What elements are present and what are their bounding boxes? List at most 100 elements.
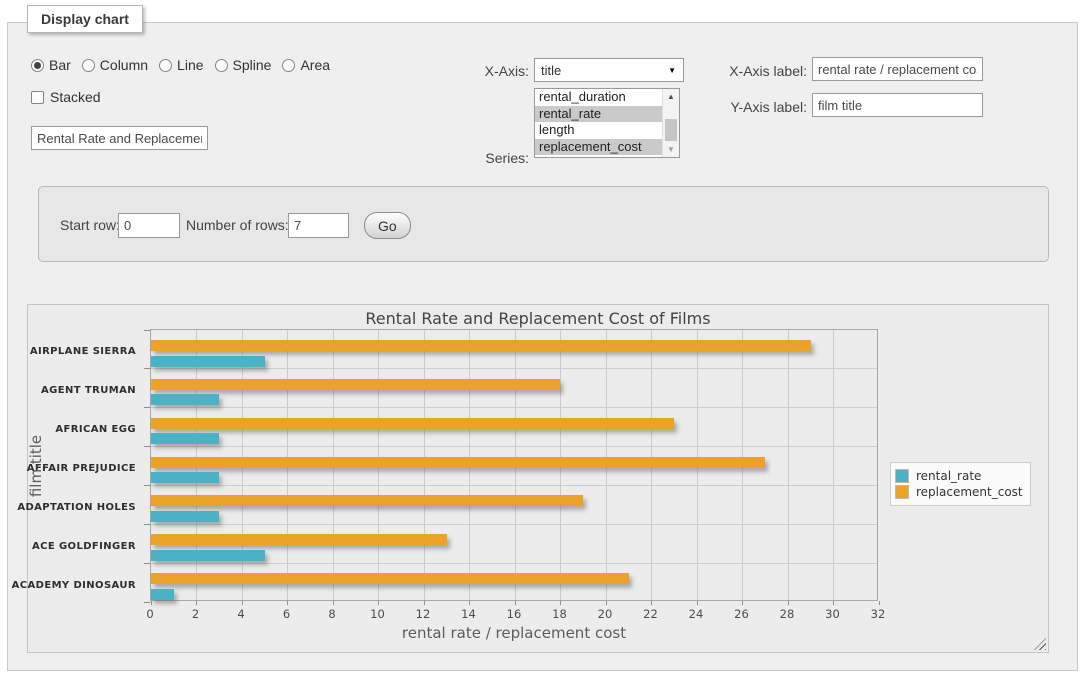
y-tick-mark [144, 329, 150, 331]
start-row-label: Start row: [60, 217, 120, 233]
x-tick-mark [560, 601, 561, 605]
go-button[interactable]: Go [364, 212, 411, 239]
gridline-horizontal [151, 407, 877, 409]
legend-label: rental_rate [916, 469, 982, 483]
chart-type-radio-area[interactable]: Area [282, 57, 330, 73]
gridline-horizontal [151, 523, 877, 525]
x-tick-label: 30 [825, 607, 840, 621]
x-tick-mark [878, 601, 880, 605]
radio-button-icon[interactable] [81, 58, 95, 72]
y-tick-mark [144, 407, 150, 409]
bar-rental_rate [151, 588, 174, 600]
x-tick-mark [833, 601, 834, 605]
x-tick-mark [514, 601, 516, 605]
bar-replacement_cost [151, 340, 811, 351]
chart-title-input[interactable] [31, 126, 208, 150]
number-of-rows-input[interactable] [288, 213, 349, 238]
bar-rental_rate [151, 355, 265, 367]
gridline-vertical [833, 330, 834, 600]
legend-swatch-icon [895, 485, 909, 499]
radio-label: Area [300, 57, 331, 73]
x-tick-mark [196, 601, 197, 605]
resize-handle-icon[interactable] [1034, 638, 1046, 650]
chart-type-radio-line[interactable]: Line [159, 57, 204, 73]
select-dropdown-arrow-icon: ▼ [668, 66, 676, 75]
series-option-replacement_cost[interactable]: replacement_cost [535, 138, 664, 155]
x-tick-mark [787, 601, 789, 605]
radio-button-icon[interactable] [159, 58, 173, 72]
category-label: ACADEMY DINOSAUR [11, 579, 136, 591]
scroll-down-arrow-icon[interactable]: ▼ [667, 145, 675, 154]
x-tick-label: 20 [597, 607, 613, 621]
listbox-scrollbar[interactable]: ▲ ▼ [662, 89, 679, 157]
y-axis-label-input[interactable] [812, 93, 983, 117]
x-tick-mark [423, 601, 425, 605]
x-tick-mark [651, 601, 652, 605]
chart-panel: Rental Rate and Replacement Cost of Film… [12, 304, 1049, 653]
gridline-horizontal [151, 446, 877, 448]
series-option-length[interactable]: length [539, 122, 575, 137]
y-tick-mark [144, 484, 150, 486]
stacked-checkbox-row[interactable]: Stacked [31, 89, 101, 105]
x-tick-mark [287, 601, 288, 605]
y-tick-mark [144, 523, 150, 525]
radio-button-icon[interactable] [214, 58, 228, 72]
y-tick-mark [144, 368, 150, 370]
x-tick-label: 0 [146, 607, 154, 621]
y-tick-mark [144, 601, 150, 603]
x-tick-mark [378, 601, 379, 605]
radio-button-icon[interactable] [31, 58, 44, 72]
x-axis-selected-value: title [541, 63, 562, 78]
bar-rental_rate [151, 433, 220, 445]
x-tick-mark [742, 601, 743, 605]
legend-swatch-icon [895, 469, 909, 483]
scroll-up-arrow-icon[interactable]: ▲ [667, 92, 675, 101]
series-option-rental_rate[interactable]: rental_rate [535, 105, 664, 122]
display-chart-fieldset: Display chart Bar Column Line Spline Area St… [7, 5, 1078, 671]
gridline-vertical [787, 330, 789, 600]
y-axis-title: film title [27, 434, 45, 498]
y-tick-mark [144, 446, 150, 448]
series-option-rental_duration[interactable]: rental_duration [539, 89, 626, 104]
bar-replacement_cost [151, 378, 561, 390]
x-axis-select[interactable]: title ▼ [534, 58, 684, 82]
stacked-label: Stacked [50, 89, 101, 105]
y-axis-label-label: Y-Axis label: [730, 99, 807, 115]
x-tick-mark [605, 601, 607, 605]
bar-replacement_cost [151, 456, 766, 468]
radio-label: Line [177, 57, 204, 73]
rows-panel: Start row: Number of rows: Go [38, 186, 1049, 262]
radio-label: Bar [49, 57, 71, 73]
x-axis-label-input[interactable] [812, 57, 983, 81]
chart-type-radio-column[interactable]: Column [81, 57, 149, 73]
scrollbar-thumb[interactable] [665, 119, 677, 141]
bar-replacement_cost [151, 417, 675, 429]
category-label: AFRICAN EGG [55, 424, 136, 436]
start-row-input[interactable] [118, 213, 180, 238]
series-select-label: Series: [485, 150, 529, 166]
series-listbox[interactable]: rental_duration rental_rate length replacem… [534, 88, 680, 158]
x-tick-mark [696, 601, 698, 605]
bar-replacement_cost [151, 495, 584, 507]
category-label: ADAPTATION HOLES [17, 501, 136, 513]
category-label: AGENT TRUMAN [41, 385, 136, 397]
x-tick-label: 26 [734, 607, 749, 621]
chart-type-radio-bar[interactable]: Bar [31, 57, 71, 73]
x-tick-mark [332, 601, 334, 605]
radio-label: Column [99, 57, 149, 73]
legend-item-rental_rate: rental_rate [895, 469, 1023, 483]
bar-rental_rate [151, 472, 220, 484]
x-tick-label: 32 [870, 607, 886, 621]
plot-area [144, 329, 880, 605]
x-tick-label: 2 [191, 607, 200, 621]
x-tick-label: 4 [237, 607, 245, 621]
number-of-rows-label: Number of rows: [186, 217, 289, 233]
x-axis-select-label: X-Axis: [484, 63, 529, 79]
stacked-checkbox[interactable] [31, 90, 44, 104]
category-label: ACE GOLDFINGER [31, 540, 136, 552]
radio-button-icon[interactable] [282, 58, 296, 72]
gridline-horizontal [151, 368, 877, 370]
x-tick-label: 6 [282, 607, 291, 621]
chart-type-radio-spline[interactable]: Spline [214, 57, 271, 73]
x-tick-mark [241, 601, 243, 605]
